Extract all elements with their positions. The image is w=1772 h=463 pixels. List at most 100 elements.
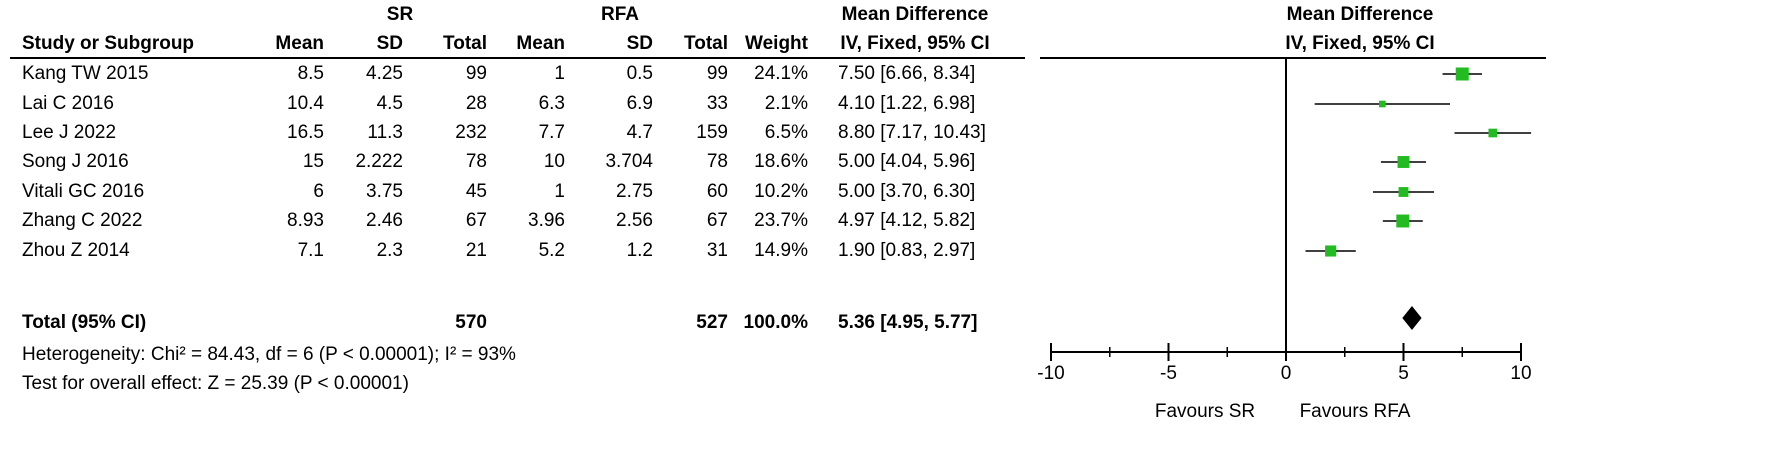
plot-title: Mean Difference xyxy=(1286,4,1434,25)
col-study: Study or Subgroup xyxy=(22,33,195,54)
cell-rfa-mean: 6.3 xyxy=(538,93,565,114)
cell-study: Zhang C 2022 xyxy=(22,210,143,231)
overall-effect-text: Test for overall effect: Z = 25.39 (P < … xyxy=(22,373,409,394)
cell-sr-sd: 2.222 xyxy=(355,151,403,172)
x-tick-label: -5 xyxy=(1160,363,1177,384)
plot-header-rule xyxy=(1040,57,1546,59)
x-tick-label: 10 xyxy=(1510,363,1531,384)
col-rfa-sd: SD xyxy=(626,33,653,54)
heterogeneity-text: Heterogeneity: Chi² = 84.43, df = 6 (P <… xyxy=(22,344,516,365)
cell-weight: 6.5% xyxy=(764,122,808,143)
cell-weight: 10.2% xyxy=(754,181,808,202)
header-rfa: RFA xyxy=(601,4,639,25)
study-marker xyxy=(1455,67,1469,81)
cell-rfa-sd: 3.704 xyxy=(605,151,653,172)
cell-rfa-sd: 4.7 xyxy=(626,122,653,143)
cell-rfa-sd: 2.75 xyxy=(616,181,653,202)
favours-sr-label: Favours SR xyxy=(1154,401,1256,422)
cell-ci: 5.00 [4.04, 5.96] xyxy=(838,151,976,172)
cell-sr-sd: 2.3 xyxy=(376,240,403,261)
cell-rfa-sd: 6.9 xyxy=(626,93,653,114)
header-effect: Mean Difference xyxy=(841,4,989,25)
cell-rfa-total: 99 xyxy=(706,63,728,84)
cell-study: Lee J 2022 xyxy=(22,122,117,143)
cell-ci: 5.00 [3.70, 6.30] xyxy=(838,181,976,202)
total-sr: 570 xyxy=(455,312,487,333)
cell-weight: 24.1% xyxy=(754,63,808,84)
total-weight: 100.0% xyxy=(743,312,808,333)
cell-sr-sd: 11.3 xyxy=(367,122,403,143)
plot-subtitle: IV, Fixed, 95% CI xyxy=(1285,33,1435,54)
pooled-diamond xyxy=(1402,306,1422,330)
study-marker xyxy=(1397,156,1410,168)
cell-ci: 4.10 [1.22, 6.98] xyxy=(838,93,976,114)
cell-sr-mean: 7.1 xyxy=(297,240,324,261)
cell-sr-mean: 6 xyxy=(313,181,324,202)
col-effect: IV, Fixed, 95% CI xyxy=(840,33,990,54)
cell-rfa-mean: 5.2 xyxy=(538,240,565,261)
cell-weight: 18.6% xyxy=(754,151,808,172)
cell-study: Kang TW 2015 xyxy=(22,63,149,84)
cell-weight: 14.9% xyxy=(754,240,808,261)
cell-sr-total: 232 xyxy=(455,122,487,143)
total-label: Total (95% CI) xyxy=(22,312,147,333)
cell-rfa-total: 33 xyxy=(706,93,728,114)
cell-rfa-total: 67 xyxy=(706,210,728,231)
cell-ci: 8.80 [7.17, 10.43] xyxy=(838,122,986,143)
cell-sr-total: 67 xyxy=(465,210,487,231)
total-rfa: 527 xyxy=(696,312,728,333)
cell-ci: 4.97 [4.12, 5.82] xyxy=(838,210,976,231)
cell-sr-sd: 4.25 xyxy=(366,63,403,84)
cell-sr-total: 45 xyxy=(465,181,487,202)
col-rfa-mean: Mean xyxy=(516,33,565,54)
cell-sr-total: 28 xyxy=(465,93,487,114)
cell-sr-mean: 16.5 xyxy=(287,122,324,143)
col-sr-mean: Mean xyxy=(275,33,324,54)
table-header-rule xyxy=(10,57,1025,59)
cell-rfa-sd: 2.56 xyxy=(616,210,653,231)
cell-weight: 23.7% xyxy=(754,210,808,231)
cell-rfa-total: 31 xyxy=(706,240,728,261)
favours-rfa-label: Favours RFA xyxy=(1299,401,1411,422)
study-marker xyxy=(1398,187,1409,197)
col-rfa-total: Total xyxy=(684,33,728,54)
cell-rfa-mean: 3.96 xyxy=(528,210,565,231)
cell-rfa-total: 60 xyxy=(706,181,728,202)
cell-rfa-sd: 1.2 xyxy=(626,240,653,261)
total-ci: 5.36 [4.95, 5.77] xyxy=(838,312,978,333)
cell-rfa-mean: 1 xyxy=(554,63,565,84)
cell-rfa-mean: 10 xyxy=(543,151,565,172)
cell-sr-mean: 10.4 xyxy=(287,93,324,114)
cell-sr-sd: 4.5 xyxy=(376,93,403,114)
cell-ci: 1.90 [0.83, 2.97] xyxy=(838,240,976,261)
cell-rfa-total: 159 xyxy=(696,122,728,143)
cell-sr-sd: 2.46 xyxy=(366,210,403,231)
col-weight: Weight xyxy=(745,33,808,54)
x-tick-label: 0 xyxy=(1281,363,1292,384)
cell-study: Lai C 2016 xyxy=(22,93,114,114)
cell-rfa-mean: 1 xyxy=(554,181,565,202)
header-sr: SR xyxy=(386,4,414,25)
x-tick-label: 5 xyxy=(1398,363,1409,384)
cell-rfa-sd: 0.5 xyxy=(626,63,653,84)
cell-sr-mean: 15 xyxy=(302,151,324,172)
col-sr-sd: SD xyxy=(376,33,403,54)
cell-sr-mean: 8.5 xyxy=(297,63,324,84)
study-marker xyxy=(1488,128,1498,138)
cell-study: Vitali GC 2016 xyxy=(22,181,145,202)
cell-rfa-total: 78 xyxy=(706,151,728,172)
col-sr-total: Total xyxy=(443,33,487,54)
x-tick-label: -10 xyxy=(1037,363,1064,384)
cell-sr-sd: 3.75 xyxy=(366,181,403,202)
cell-rfa-mean: 7.7 xyxy=(538,122,565,143)
cell-sr-mean: 8.93 xyxy=(287,210,324,231)
cell-study: Song J 2016 xyxy=(22,151,129,172)
study-marker xyxy=(1379,100,1386,108)
study-marker xyxy=(1325,245,1337,257)
cell-sr-total: 78 xyxy=(465,151,487,172)
cell-weight: 2.1% xyxy=(764,93,808,114)
cell-study: Zhou Z 2014 xyxy=(22,240,130,261)
cell-ci: 7.50 [6.66, 8.34] xyxy=(838,63,976,84)
cell-sr-total: 99 xyxy=(465,63,487,84)
